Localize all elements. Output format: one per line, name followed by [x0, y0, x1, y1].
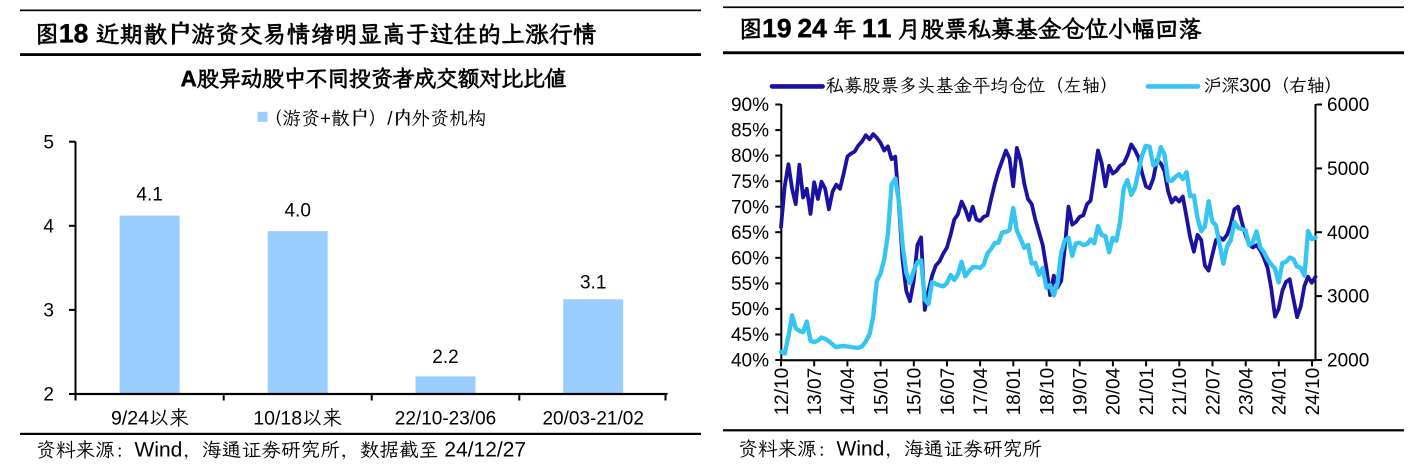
- svg-text:20/03-21/02: 20/03-21/02: [542, 409, 643, 430]
- svg-text:4: 4: [43, 216, 54, 237]
- svg-text:3000: 3000: [1327, 287, 1369, 308]
- svg-text:22/07: 22/07: [1203, 368, 1224, 416]
- svg-text:4.1: 4.1: [136, 185, 162, 206]
- svg-text:70%: 70%: [731, 197, 769, 218]
- svg-text:14/04: 14/04: [838, 367, 859, 415]
- svg-text:2000: 2000: [1327, 351, 1369, 372]
- svg-text:15/01: 15/01: [871, 368, 892, 416]
- svg-text:40%: 40%: [731, 351, 769, 372]
- svg-text:18/10: 18/10: [1037, 368, 1058, 416]
- svg-text:50%: 50%: [731, 300, 769, 321]
- svg-text:4.0: 4.0: [284, 201, 310, 222]
- svg-text:15/10: 15/10: [905, 368, 926, 416]
- svg-text:21/01: 21/01: [1137, 368, 1158, 416]
- svg-text:3: 3: [43, 301, 54, 322]
- svg-text:18/01: 18/01: [1004, 368, 1025, 416]
- svg-text:17/04: 17/04: [971, 367, 992, 415]
- svg-text:90%: 90%: [731, 95, 769, 116]
- svg-text:75%: 75%: [731, 172, 769, 193]
- svg-text:19/07: 19/07: [1071, 368, 1092, 416]
- svg-text:24/01: 24/01: [1270, 368, 1291, 416]
- svg-text:6000: 6000: [1327, 95, 1369, 116]
- svg-text:23/04: 23/04: [1237, 367, 1258, 415]
- svg-text:5: 5: [43, 132, 54, 153]
- svg-text:24/10: 24/10: [1303, 368, 1324, 416]
- svg-text:12/10: 12/10: [772, 368, 793, 416]
- svg-text:5000: 5000: [1327, 159, 1369, 180]
- svg-text:65%: 65%: [731, 223, 769, 244]
- svg-text:60%: 60%: [731, 248, 769, 269]
- svg-text:13/07: 13/07: [805, 368, 826, 416]
- svg-text:20/04: 20/04: [1104, 367, 1125, 415]
- svg-text:80%: 80%: [731, 146, 769, 167]
- svg-text:4000: 4000: [1327, 223, 1369, 244]
- svg-text:2: 2: [43, 385, 54, 406]
- svg-text:16/07: 16/07: [938, 368, 959, 416]
- svg-text:45%: 45%: [731, 325, 769, 346]
- svg-text:85%: 85%: [731, 121, 769, 142]
- svg-text:21/10: 21/10: [1170, 368, 1191, 416]
- svg-text:3.1: 3.1: [580, 273, 606, 294]
- svg-text:55%: 55%: [731, 274, 769, 295]
- svg-text:22/10-23/06: 22/10-23/06: [395, 409, 496, 430]
- svg-text:2.2: 2.2: [432, 347, 458, 368]
